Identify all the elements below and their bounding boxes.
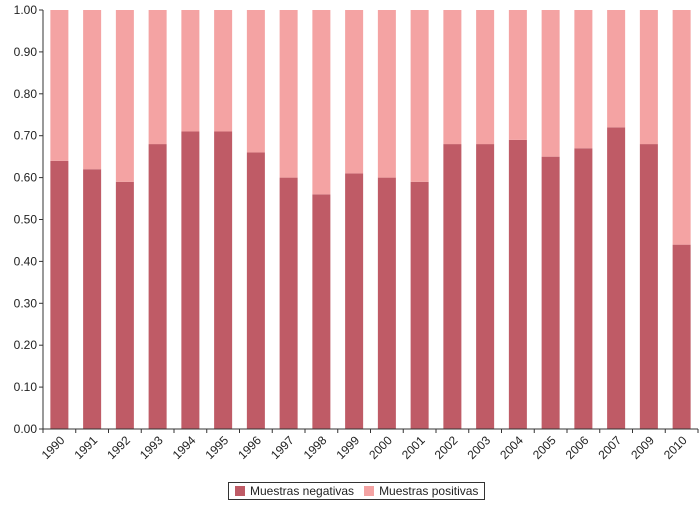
legend-swatch-positivas bbox=[364, 486, 375, 496]
bar-negativas bbox=[279, 177, 298, 429]
bar-positivas bbox=[607, 10, 626, 128]
bar-positivas bbox=[345, 10, 364, 174]
bar-positivas bbox=[410, 10, 429, 182]
x-tick-label: 1993 bbox=[137, 433, 166, 462]
y-tick-label: 0.20 bbox=[14, 338, 38, 352]
x-tick-label: 2003 bbox=[464, 433, 493, 462]
bar-negativas bbox=[443, 144, 462, 429]
bar-negativas bbox=[50, 160, 69, 429]
x-tick-label: 1990 bbox=[39, 433, 68, 462]
y-tick-label: 1.00 bbox=[14, 3, 38, 17]
legend-item-negativas: Muestras negativas bbox=[235, 484, 354, 498]
bar-negativas bbox=[181, 131, 200, 429]
x-tick-label: 1996 bbox=[235, 433, 264, 462]
legend-item-positivas: Muestras positivas bbox=[364, 484, 478, 498]
bar-negativas bbox=[672, 244, 691, 429]
bar-negativas bbox=[410, 181, 429, 429]
x-tick-label: 1994 bbox=[170, 433, 199, 462]
legend-label-negativas: Muestras negativas bbox=[250, 484, 355, 498]
x-tick-label: 2009 bbox=[628, 433, 657, 462]
bar-positivas bbox=[246, 10, 265, 153]
bar-negativas bbox=[476, 144, 495, 429]
bar-positivas bbox=[148, 10, 167, 145]
x-tick-label: 1991 bbox=[71, 433, 100, 462]
x-tick-label: 2006 bbox=[563, 433, 592, 462]
bar-negativas bbox=[377, 177, 396, 429]
bar-negativas bbox=[639, 144, 658, 429]
bar-negativas bbox=[574, 148, 593, 429]
bar-positivas bbox=[181, 10, 200, 132]
bar-negativas bbox=[541, 156, 560, 429]
bar-positivas bbox=[115, 10, 134, 182]
y-tick-label: 0.80 bbox=[14, 87, 38, 101]
y-tick-label: 0.50 bbox=[14, 213, 38, 227]
bar-positivas bbox=[214, 10, 233, 132]
bar-positivas bbox=[476, 10, 495, 145]
x-tick-label: 1997 bbox=[268, 433, 297, 462]
y-tick-label: 0.00 bbox=[14, 422, 38, 436]
y-tick-label: 0.10 bbox=[14, 380, 38, 394]
legend: Muestras negativas Muestras positivas bbox=[228, 482, 486, 500]
bar-positivas bbox=[508, 10, 527, 140]
x-axis: 1990 1991 1992 1993 1994 1995 1996 1997 1998 1999… bbox=[39, 428, 699, 462]
x-tick-label: 2002 bbox=[432, 433, 461, 462]
x-tick-label: 2005 bbox=[530, 433, 559, 462]
bar-negativas bbox=[345, 173, 364, 429]
bars bbox=[50, 10, 691, 429]
bar-positivas bbox=[574, 10, 593, 149]
bar-positivas bbox=[312, 10, 331, 195]
y-axis: 0.00 0.10 0.20 0.30 0.40 0.50 0.60 0.70 0.80 0.90… bbox=[14, 3, 44, 436]
bar-positivas bbox=[50, 10, 69, 161]
y-tick-label: 0.60 bbox=[14, 171, 38, 185]
bar-positivas bbox=[279, 10, 298, 178]
bar-negativas bbox=[508, 139, 527, 429]
bar-positivas bbox=[377, 10, 396, 178]
bar-positivas bbox=[541, 10, 560, 157]
bar-negativas bbox=[148, 144, 167, 429]
bar-negativas bbox=[246, 152, 265, 429]
x-tick-label: 2001 bbox=[399, 433, 428, 462]
x-tick-label: 1992 bbox=[104, 433, 133, 462]
bar-negativas bbox=[607, 127, 626, 429]
x-tick-label: 1995 bbox=[202, 433, 231, 462]
y-tick-label: 0.90 bbox=[14, 45, 38, 59]
x-tick-label: 1998 bbox=[301, 433, 330, 462]
bar-positivas bbox=[83, 10, 102, 170]
bar-negativas bbox=[115, 181, 134, 429]
bar-positivas bbox=[443, 10, 462, 145]
x-tick-label: 2004 bbox=[497, 433, 526, 462]
y-tick-label: 0.40 bbox=[14, 254, 38, 268]
x-tick-label: 2007 bbox=[595, 433, 624, 462]
y-tick-label: 0.30 bbox=[14, 296, 38, 310]
bar-positivas bbox=[672, 10, 691, 245]
y-tick-label: 0.70 bbox=[14, 129, 38, 143]
x-tick-label: 2000 bbox=[366, 433, 395, 462]
x-tick-label: 2010 bbox=[661, 433, 690, 462]
legend-swatch-negativas bbox=[235, 486, 245, 496]
bar-positivas bbox=[639, 10, 658, 145]
legend-label-positivas: Muestras positivas bbox=[379, 484, 479, 498]
bar-negativas bbox=[214, 131, 233, 429]
bar-negativas bbox=[83, 169, 102, 429]
bar-negativas bbox=[312, 194, 331, 429]
x-tick-label: 1999 bbox=[333, 433, 362, 462]
